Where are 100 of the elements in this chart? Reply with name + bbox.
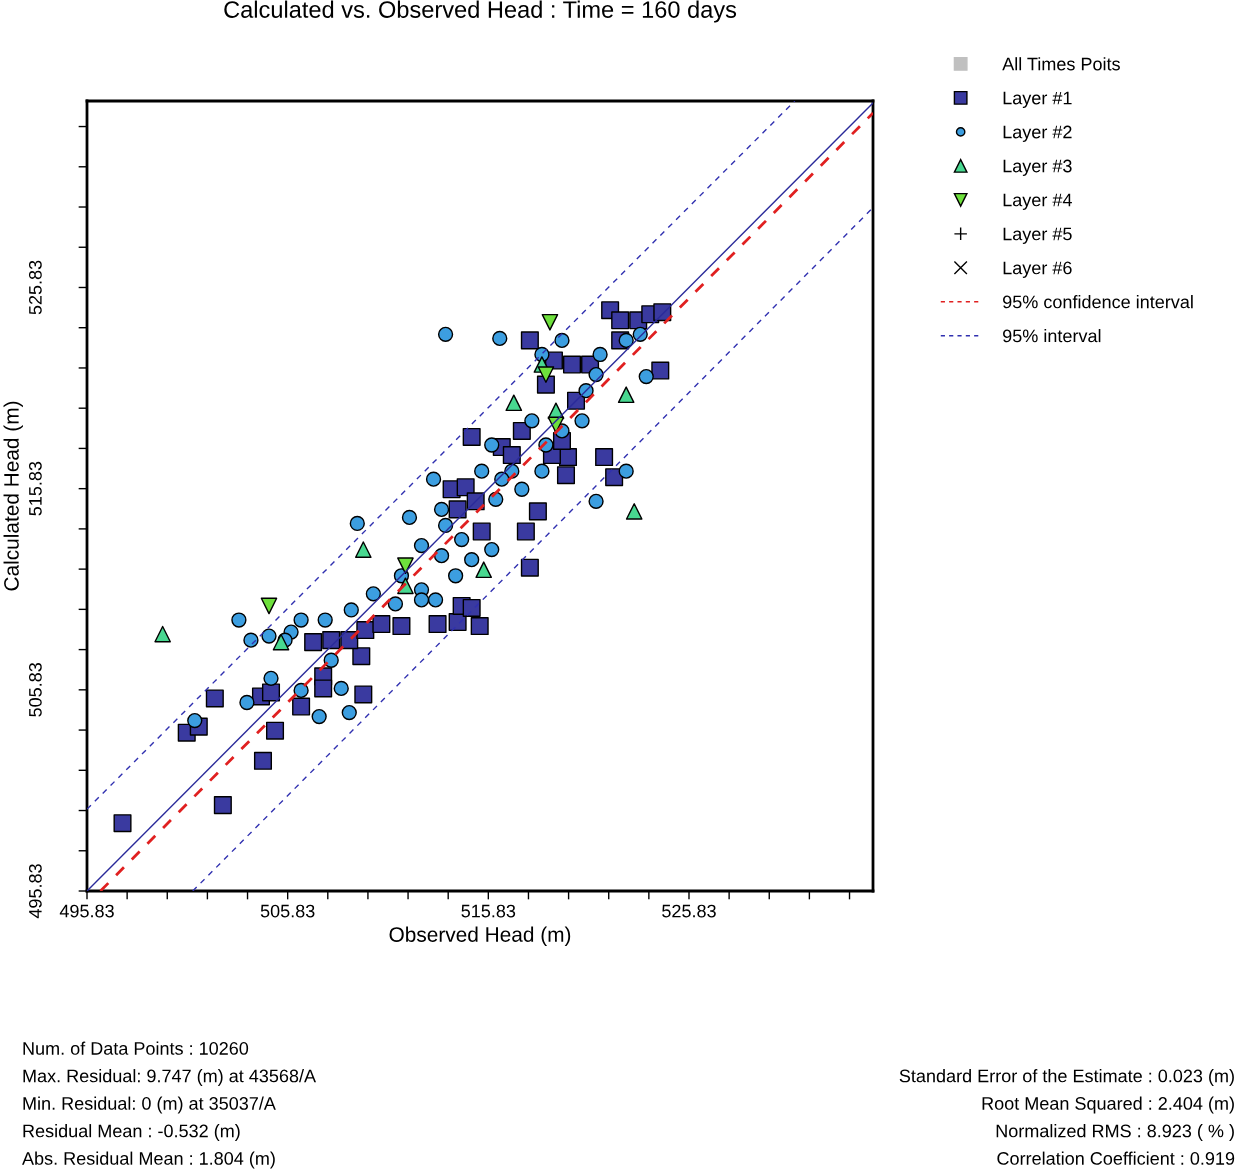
point (261, 628, 277, 644)
point (427, 592, 444, 608)
point (618, 463, 634, 479)
point (387, 596, 404, 612)
point (113, 814, 132, 833)
text: Residual Mean : -0.532 (m) (23, 1124, 240, 1141)
point (618, 332, 634, 349)
point (311, 708, 327, 725)
point (524, 413, 540, 429)
point (265, 721, 285, 740)
point (588, 493, 604, 509)
point (574, 413, 590, 429)
point (520, 331, 539, 350)
point (448, 500, 467, 519)
point (261, 683, 281, 702)
text: Normalized RMS : 8.923 ( % ) (996, 1124, 1234, 1141)
point (323, 652, 339, 668)
x-tick-label: 505.83 (260, 904, 315, 918)
point (562, 355, 582, 374)
legend-label: Layer #3 (1003, 159, 1072, 176)
text: Max. Residual: 9.747 (m) at 43568/A (23, 1069, 317, 1086)
legend-label: Layer #5 (1003, 227, 1072, 244)
point (428, 615, 447, 634)
point (343, 602, 359, 618)
point (293, 612, 309, 628)
point (349, 515, 365, 532)
y-tick-label: 515.83 (28, 461, 42, 516)
point (625, 503, 643, 520)
point (154, 625, 171, 643)
text: Standard Error of the Estimate : 0.023 (m) (899, 1069, 1234, 1086)
legend-label: Layer #4 (1003, 193, 1072, 210)
point (354, 685, 373, 704)
point (534, 463, 550, 479)
text: Correlation Coefficient : 0.919 (997, 1151, 1235, 1165)
point (317, 612, 333, 628)
point (293, 682, 309, 699)
point (433, 501, 450, 518)
point (401, 509, 418, 526)
point (322, 631, 341, 650)
point (554, 332, 570, 349)
point (462, 427, 481, 446)
point (260, 597, 278, 615)
point (514, 481, 530, 497)
point (592, 346, 608, 363)
point (253, 751, 273, 770)
point (617, 386, 635, 404)
point (541, 313, 559, 331)
point (447, 568, 464, 584)
legend-label: Layer #2 (1003, 125, 1072, 142)
point (520, 558, 539, 577)
text: Num. of Data Points : 10260 (23, 1041, 249, 1055)
point (472, 522, 491, 541)
x-tick-label: 515.83 (461, 904, 516, 918)
point (474, 463, 490, 479)
point (453, 531, 470, 548)
point (231, 612, 247, 628)
y-tick-label: 525.83 (28, 260, 42, 315)
point (470, 617, 489, 636)
point (239, 694, 255, 711)
point (314, 679, 333, 698)
point (425, 471, 442, 487)
point (556, 466, 576, 485)
point (187, 712, 203, 729)
point (397, 557, 414, 575)
point (263, 670, 279, 687)
point (537, 366, 555, 383)
point (213, 796, 232, 815)
point (413, 537, 430, 554)
point (333, 680, 349, 697)
point (304, 633, 323, 652)
legend-label: 95% interval (1003, 329, 1101, 343)
point (464, 552, 480, 568)
point (484, 541, 500, 558)
point (352, 647, 371, 666)
x-tick-label: 495.83 (59, 904, 114, 918)
chart-title: Calculated vs. Observed Head : Time = 160 days (224, 0, 737, 23)
point (354, 541, 372, 558)
x-tick-label: 525.83 (662, 904, 716, 918)
point (437, 326, 454, 342)
point (365, 586, 381, 602)
point (372, 615, 391, 634)
point (341, 704, 357, 721)
point (516, 522, 535, 541)
legend-label: 95% confidence interval (1003, 295, 1193, 309)
point (392, 617, 411, 636)
text: Min. Residual: 0 (m) at 35037/A (23, 1096, 276, 1114)
point (475, 561, 493, 579)
point (413, 592, 430, 608)
point (456, 478, 475, 497)
text: Root Mean Squared : 2.404 (m) (982, 1096, 1234, 1114)
point (651, 361, 670, 380)
point (638, 368, 654, 385)
point (502, 446, 521, 465)
point (512, 421, 531, 440)
point (462, 598, 481, 617)
point (611, 311, 630, 330)
point (528, 502, 547, 521)
legend-label: All Times Poits (1002, 57, 1120, 71)
legend-label: Layer #1 (1003, 91, 1072, 108)
point (205, 689, 224, 708)
